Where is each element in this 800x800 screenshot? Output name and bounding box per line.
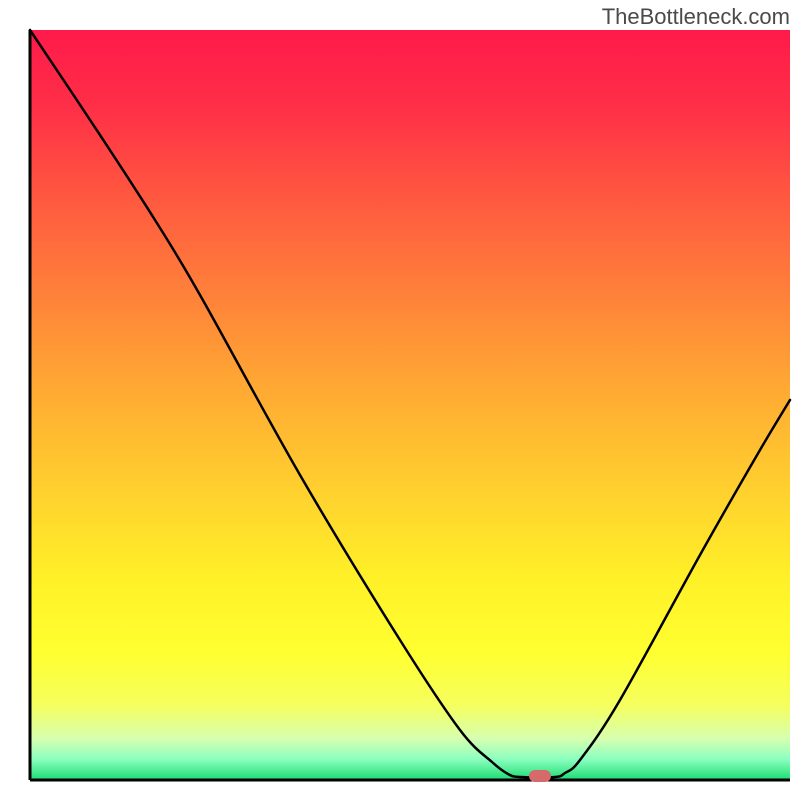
watermark-text: TheBottleneck.com [602, 4, 790, 29]
gradient-background [30, 30, 790, 780]
optimal-point-marker [529, 770, 551, 782]
